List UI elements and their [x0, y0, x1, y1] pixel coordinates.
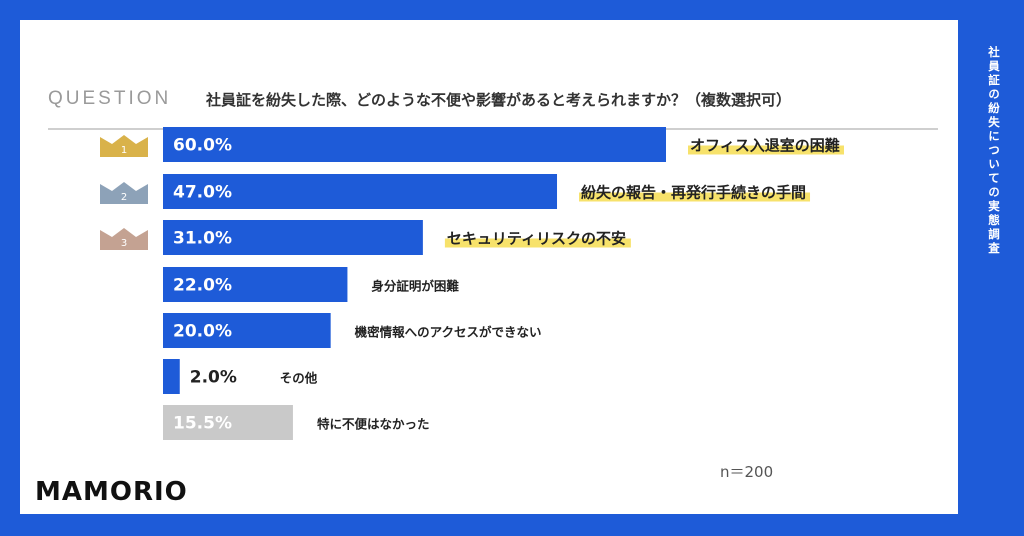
- value-label-4: 22.0%: [173, 276, 232, 296]
- chart-card: QUESTION 社員証を紛失した際、どのような不便や影響があると考えられますか…: [20, 20, 958, 514]
- mamorio-logo: MAMORIO: [35, 477, 188, 507]
- category-label-6: その他: [280, 371, 318, 386]
- value-label-6: 2.0%: [190, 368, 237, 388]
- rank-number-3: 3: [121, 238, 127, 249]
- value-label-2: 47.0%: [173, 183, 232, 203]
- side-title: 社員証の紛失についての実態調査: [978, 46, 1002, 256]
- rank-number-1: 1: [121, 145, 127, 156]
- category-label-4: 身分証明が困難: [371, 279, 459, 294]
- value-label-1: 60.0%: [173, 136, 232, 156]
- category-label-7: 特に不便はなかった: [317, 417, 430, 432]
- bar-1: [163, 127, 666, 162]
- sample-size-label: n＝200: [720, 461, 773, 482]
- category-label-1: オフィス入退室の困難: [690, 137, 840, 155]
- category-label-5: 機密情報へのアクセスができない: [355, 325, 542, 340]
- value-label-5: 20.0%: [173, 322, 232, 342]
- bar-chart: 60.0% オフィス入退室の困難 1 47.0% 紛失の報告・再発行手続きの手間 2 31.…: [20, 20, 958, 514]
- category-label-3: セキュリティリスクの不安: [447, 230, 626, 248]
- category-label-2: 紛失の報告・再発行手続きの手間: [581, 184, 806, 202]
- rank-number-2: 2: [121, 192, 127, 203]
- value-label-7: 15.5%: [173, 414, 232, 434]
- bar-6: [163, 359, 180, 394]
- value-label-3: 31.0%: [173, 229, 232, 249]
